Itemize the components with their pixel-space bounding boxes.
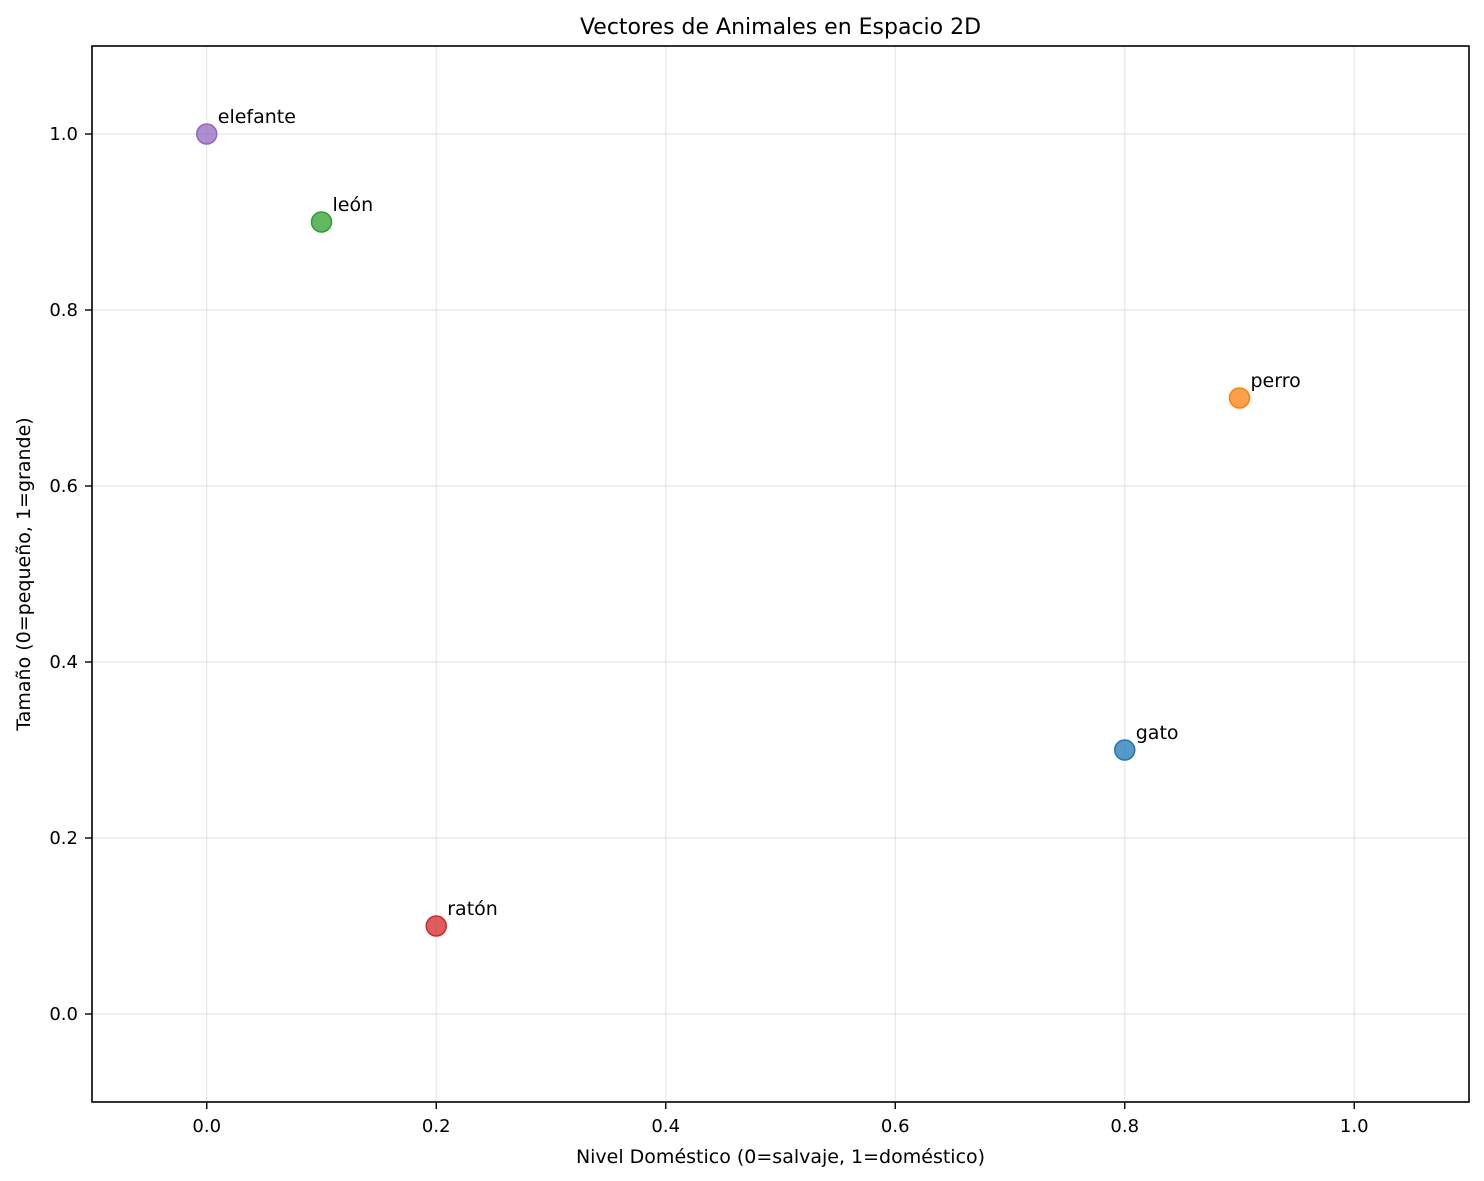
y-tick-label: 0.0: [49, 1004, 78, 1025]
point-label: león: [333, 194, 374, 216]
x-tick-label: 0.0: [192, 1116, 221, 1137]
x-tick-label: 0.2: [422, 1116, 451, 1137]
y-axis-label: Tamaño (0=pequeño, 1=grande): [13, 417, 35, 731]
data-point-león: [310, 211, 333, 233]
y-tick-label: 0.2: [49, 828, 78, 849]
x-tick-label: 0.6: [881, 1116, 910, 1137]
data-point-gato: [1114, 739, 1136, 761]
ticks-layer: 0.0 0.2 0.4 0.6 0.8 1.0 0.0 0.2 0.4 0.6 0.8 1.0: [49, 124, 1368, 1137]
x-axis-label: Nivel Doméstico (0=salvaje, 1=doméstico): [576, 1146, 985, 1168]
x-tick-label: 0.8: [1110, 1116, 1139, 1137]
chart-title: Vectores de Animales en Espacio 2D: [580, 15, 981, 40]
data-point-elefante: [196, 123, 218, 145]
y-tick-label: 0.6: [49, 476, 78, 497]
y-tick-label: 1.0: [49, 124, 78, 145]
point-label: gato: [1136, 722, 1179, 744]
grid-layer: [92, 46, 1469, 1102]
y-tick-label: 0.8: [49, 300, 78, 321]
point-label: perro: [1251, 370, 1301, 392]
points-layer: [196, 123, 1251, 937]
y-tick-label: 0.4: [49, 652, 78, 673]
point-label: elefante: [218, 106, 296, 128]
plot-area-frame: [91, 45, 1470, 1103]
x-tick-label: 1.0: [1340, 1116, 1369, 1137]
data-point-ratón: [425, 915, 447, 937]
data-point-perro: [1228, 387, 1251, 409]
point-label: ratón: [447, 898, 498, 920]
x-tick-label: 0.4: [651, 1116, 680, 1137]
point-labels-layer: gato perro león ratón elefante: [218, 106, 1301, 920]
